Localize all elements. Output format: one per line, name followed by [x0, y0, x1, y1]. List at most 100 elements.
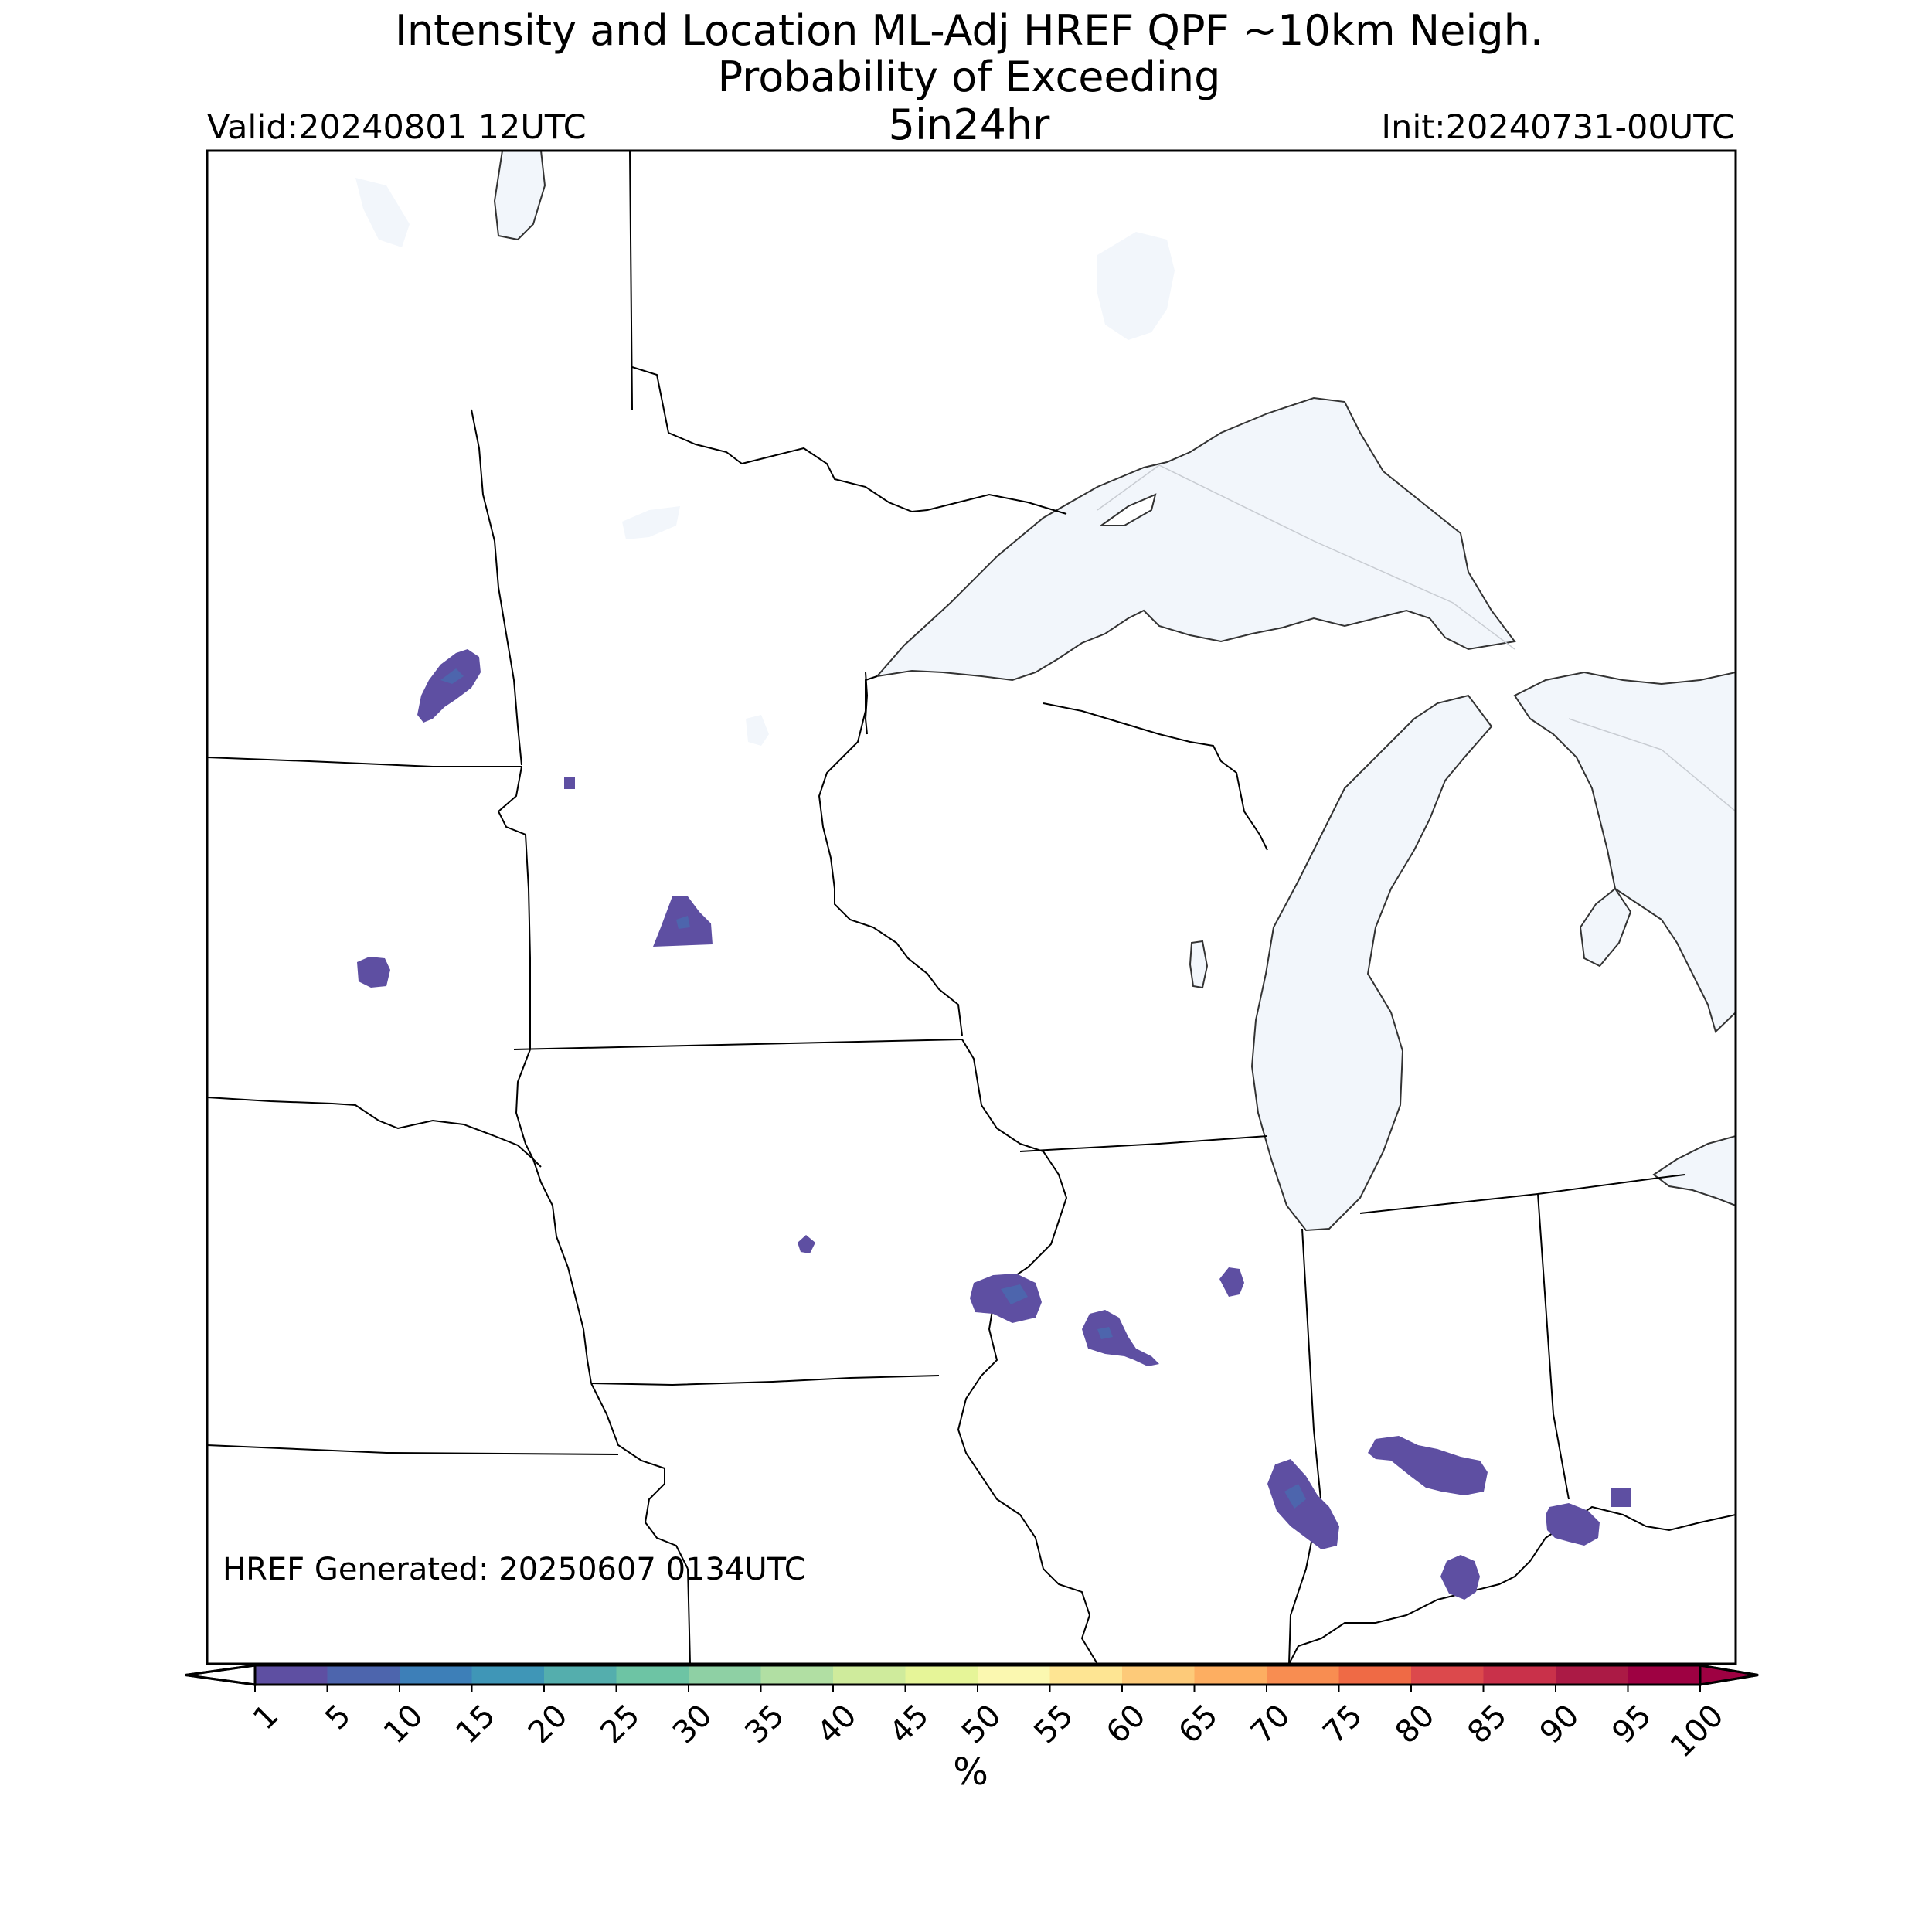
wi-east-coast [864, 672, 869, 735]
lake-michigan [1250, 694, 1493, 1232]
devils-lake [355, 178, 410, 247]
generated-timestamp: HREF Generated: 20250607 0134UTC [223, 1552, 806, 1587]
probability-area [1082, 1310, 1159, 1366]
saginaw-bay [1579, 887, 1632, 968]
colorbar-swatch [1483, 1665, 1556, 1685]
political-borders [207, 151, 1736, 1664]
lake-mille-lacs [746, 715, 769, 746]
colorbar-tick-label: 15 [449, 1698, 502, 1751]
probability-core [1284, 1484, 1306, 1509]
great-lakes [355, 151, 1736, 1232]
sd-mn-border [497, 766, 531, 1049]
isle-royale [1098, 493, 1157, 526]
probability-core [1001, 1284, 1028, 1304]
colorbar-tick-label: 80 [1389, 1698, 1442, 1751]
colorbar-tick-label: 90 [1533, 1698, 1587, 1751]
probability-area [970, 1274, 1042, 1323]
sd-ne-border [207, 1097, 542, 1168]
chart-title-line1: Intensity and Location ML-Adj HREF QPF ~… [394, 6, 1544, 55]
colorbar-swatch [255, 1665, 328, 1685]
colorbar-tick-label: 45 [883, 1698, 936, 1751]
colorbar-swatch [760, 1665, 834, 1685]
lake-huron [1513, 671, 1736, 1033]
mo-river-ne-mo [590, 1383, 689, 1570]
minnesota-wisconsin-border [818, 675, 963, 1036]
colorbar-tick-label: 20 [522, 1698, 575, 1751]
huron-water-line [1568, 718, 1736, 812]
il-in-border [1288, 1228, 1323, 1664]
probability-core [1097, 1327, 1113, 1339]
colorbar-tick-label: 30 [666, 1698, 719, 1751]
colorbar-unit-label: % [953, 1750, 988, 1794]
colorbar-over-arrow [1699, 1664, 1759, 1686]
probability-area [798, 1235, 815, 1253]
lake-winnebago [1189, 940, 1209, 989]
colorbar-swatch [400, 1665, 472, 1685]
lake-erie [1652, 1134, 1736, 1207]
colorbar-tick-label: 65 [1172, 1698, 1225, 1751]
mn-ia-border [513, 1039, 963, 1050]
colorbar-swatch [978, 1665, 1050, 1685]
upper-red-lake [622, 506, 680, 539]
colorbar-swatch [1267, 1665, 1339, 1685]
valid-time-label: Valid:20240801 12UTC [207, 108, 587, 147]
probability-area [1611, 1488, 1631, 1507]
colorbar-swatch [1122, 1665, 1195, 1685]
wi-il-border [1019, 1135, 1268, 1152]
colorbar-tick-label: 95 [1605, 1698, 1658, 1751]
probability-area [1546, 1503, 1600, 1546]
chart-title-line3: 5in24hr [888, 100, 1050, 149]
colorbar-swatch [1194, 1665, 1267, 1685]
ne-ks-border [207, 1444, 619, 1455]
probability-core [440, 668, 464, 684]
lake-winnipeg-tip [493, 151, 546, 241]
colorbar-swatch [833, 1665, 906, 1685]
colorbar-swatch [544, 1665, 617, 1685]
ia-west-border [515, 1049, 592, 1384]
colorbar-tick-label: 50 [955, 1698, 1009, 1751]
probability-area [564, 777, 575, 789]
colorbar-swatch [689, 1665, 761, 1685]
nd-mn-border [471, 409, 522, 766]
colorbar-tick-label: 60 [1100, 1698, 1153, 1751]
probability-area [357, 957, 390, 988]
mississippi-ia-il [957, 1039, 1098, 1664]
ohio-river [1288, 1505, 1736, 1664]
probability-area [1368, 1436, 1488, 1495]
mi-in-border [1359, 1192, 1570, 1500]
colorbar-swatch [327, 1665, 400, 1685]
canada-border [629, 151, 1067, 515]
probability-core [676, 916, 690, 929]
colorbar-tick-label: 1 [247, 1698, 286, 1737]
wi-mi-up-border [1043, 702, 1268, 851]
chart-title-line2: Probability of Exceeding [717, 53, 1221, 101]
lake-of-the-woods [1097, 232, 1175, 340]
colorbar-tick-label: 10 [377, 1698, 430, 1751]
colorbar-tick-label: 5 [318, 1698, 358, 1737]
map-frame [206, 149, 1737, 1665]
colorbar [185, 1664, 1759, 1686]
mi-oh-border [1537, 1174, 1685, 1195]
map-area [207, 151, 1736, 1664]
colorbar-swatch [1556, 1665, 1628, 1685]
colorbar-swatch [471, 1665, 545, 1685]
colorbar-tick-label: 70 [1244, 1698, 1298, 1751]
lake-boundary-lines [1097, 464, 1736, 812]
colorbar-tick-label: 25 [594, 1698, 647, 1751]
probability-area [1267, 1459, 1339, 1549]
nd-sd-border [207, 757, 522, 767]
colorbar-swatch [1628, 1665, 1701, 1685]
colorbar-tick-label: 85 [1461, 1698, 1514, 1751]
colorbar-tick-label: 55 [1027, 1698, 1080, 1751]
colorbar-swatch [1411, 1665, 1484, 1685]
probability-area [1219, 1267, 1244, 1297]
colorbar-swatch [1338, 1665, 1412, 1685]
colorbar-swatch [616, 1665, 689, 1685]
init-time-label: Init:20240731-00UTC [1381, 108, 1735, 147]
probability-area [417, 649, 481, 723]
probability-areas [357, 649, 1631, 1600]
colorbar-swatch [1049, 1665, 1123, 1685]
ia-mo-border [590, 1375, 940, 1386]
colorbar-tick-label: 35 [738, 1698, 791, 1751]
